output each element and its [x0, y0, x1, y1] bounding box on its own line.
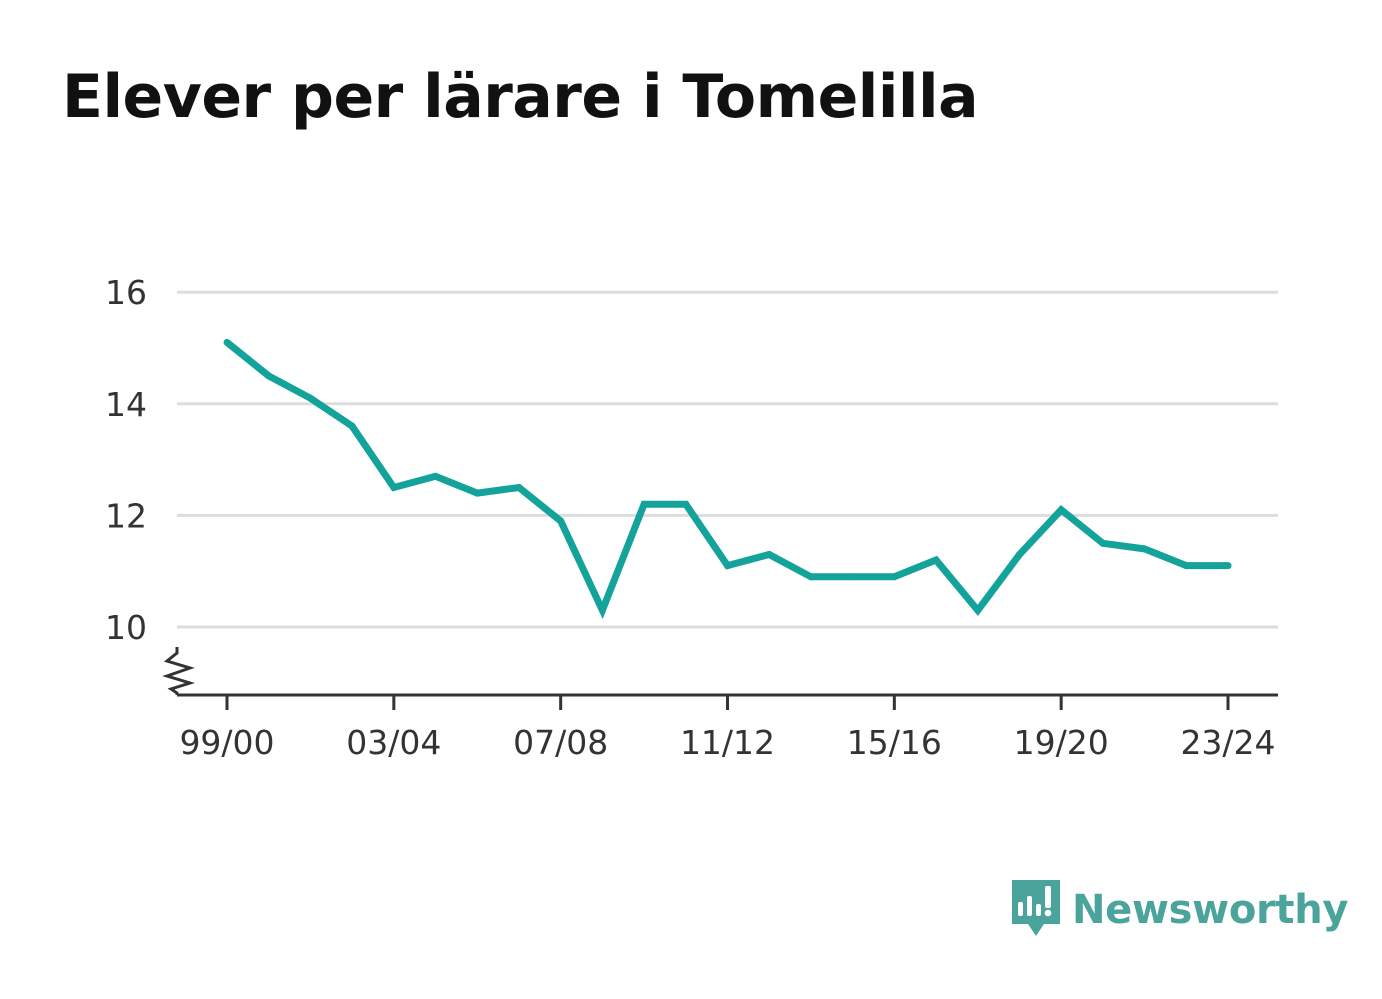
data-point [890, 573, 898, 581]
data-point [1057, 506, 1065, 514]
data-point [932, 556, 940, 564]
data-point [473, 489, 481, 497]
data-point [765, 550, 773, 558]
data-point [724, 562, 731, 570]
y-tick-label: 14 [105, 385, 147, 424]
data-point [849, 573, 857, 581]
x-tick-label: 15/16 [847, 723, 942, 762]
series-layer [223, 338, 1232, 620]
data-point [1015, 550, 1023, 558]
data-point [557, 517, 565, 525]
y-tick-label: 10 [105, 608, 147, 647]
axis-break-icon [162, 647, 196, 695]
data-point [598, 606, 606, 614]
chart-title: Elever per lärare i Tomelilla [62, 62, 979, 132]
x-tick-labels: 99/00 03/04 07/08 11/12 15/16 19/20 23/24 [179, 723, 1275, 762]
x-tick-label: 07/08 [513, 723, 608, 762]
x-axis [162, 647, 1278, 710]
data-point [432, 472, 440, 480]
y-tick-label: 16 [105, 273, 147, 312]
data-point [265, 372, 273, 380]
data-point [390, 484, 398, 491]
newsworthy-logo-icon [1010, 878, 1062, 942]
grid-lines [177, 290, 1278, 629]
data-point [348, 422, 356, 430]
brand-name: Newsworthy [1072, 887, 1349, 933]
data-point [1182, 562, 1190, 570]
x-tick-label: 19/20 [1014, 723, 1109, 762]
x-tick-label: 23/24 [1180, 723, 1275, 762]
data-point [306, 394, 314, 402]
data-point [223, 338, 231, 346]
series-line [224, 339, 1228, 620]
data-point [807, 573, 815, 581]
y-tick-label: 12 [105, 496, 147, 535]
data-point [1224, 562, 1232, 570]
x-tick-label: 03/04 [346, 723, 441, 762]
newsworthy-brand[interactable]: Newsworthy [1010, 878, 1349, 942]
y-tick-labels: 10 12 14 16 [105, 273, 147, 647]
data-point [682, 500, 690, 508]
data-point [515, 484, 523, 491]
x-tick-label: 11/12 [680, 723, 775, 762]
data-point [1099, 539, 1107, 547]
data-point [974, 606, 982, 614]
data-point [1141, 545, 1149, 553]
x-tick-label: 99/00 [179, 723, 274, 762]
data-point [640, 500, 648, 508]
